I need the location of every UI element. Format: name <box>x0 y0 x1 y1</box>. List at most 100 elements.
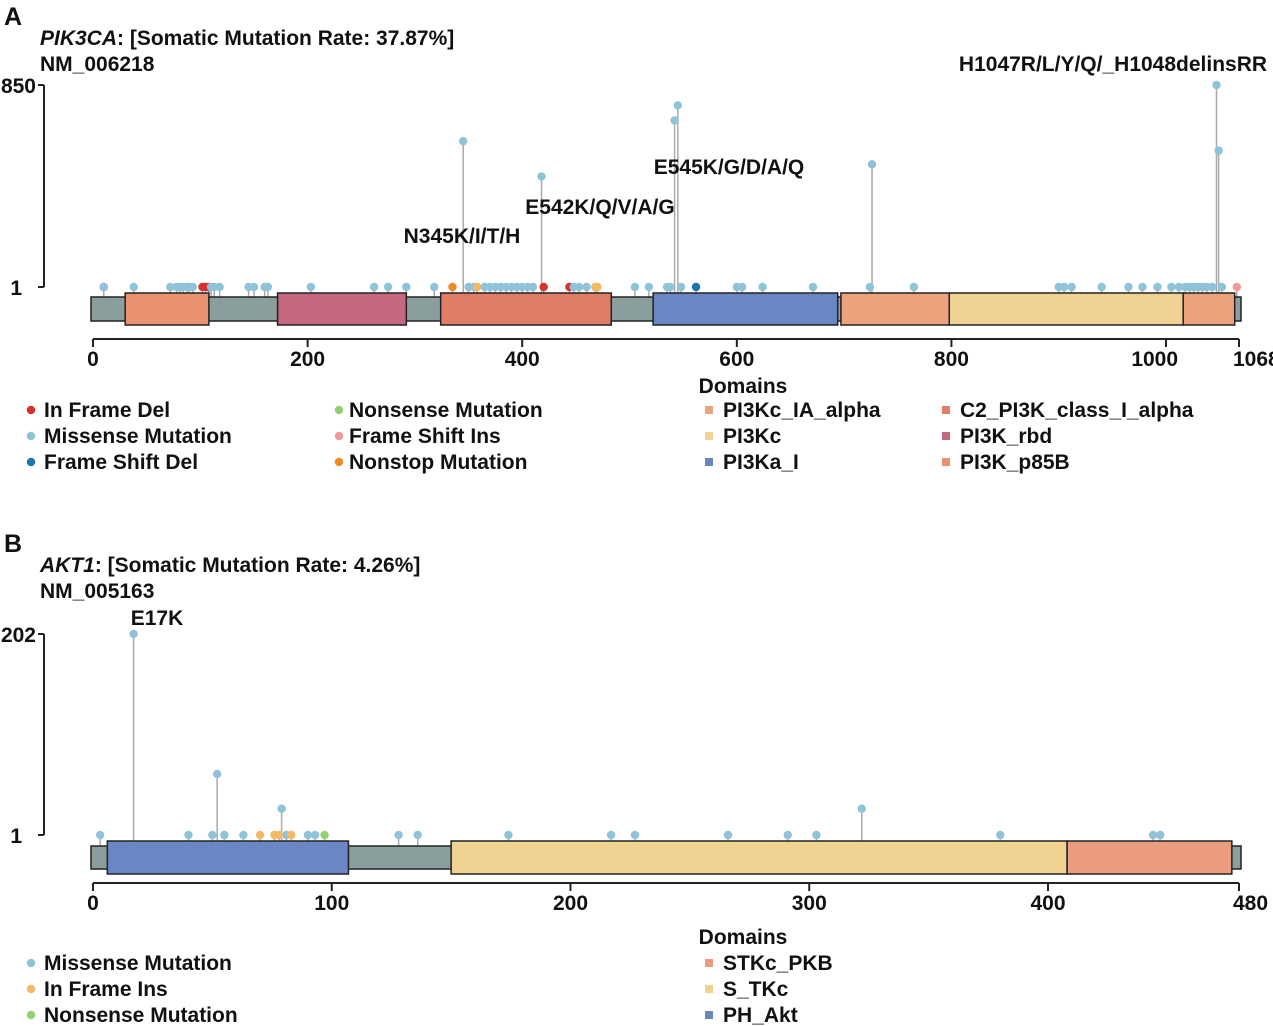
mutation-point-missense <box>263 282 273 292</box>
legend-marker-missense <box>26 431 36 441</box>
panel-b-plot: 202 1 0 100 200 300 400 480 E17K <box>1 607 1268 915</box>
mutation-point-missense <box>1217 282 1227 292</box>
domain-ph-akt <box>106 840 350 875</box>
panel-a-title: PIK3CA: [Somatic Mutation Rate: 37.87%] <box>40 27 454 50</box>
hotspot-annotation: E542K/Q/V/A/G <box>525 196 674 219</box>
mutation-points <box>99 80 1242 292</box>
mutation-point-frame-shift-del <box>691 282 701 292</box>
mutation-point-missense <box>582 282 591 292</box>
legend-label-nonsense: Nonsense Mutation <box>349 399 543 422</box>
domain-pi3k-rbd <box>276 292 408 326</box>
legend-label-nonstop: Nonstop Mutation <box>349 451 527 474</box>
mutation-point-in-frame-ins <box>275 830 284 840</box>
mutation-point-missense <box>865 282 875 292</box>
y-tick-label-min: 1 <box>10 825 22 848</box>
y-tick-label-min: 1 <box>10 277 22 300</box>
hotspot-annotation: N345K/I/T/H <box>404 225 521 248</box>
mutation-point-in-frame-ins <box>593 282 602 292</box>
mutation-point-missense <box>1097 282 1106 292</box>
mutation-point-missense <box>630 830 640 840</box>
mutation-point-missense <box>737 282 747 292</box>
mutation-point-in-frame-ins <box>255 830 265 840</box>
legend-label-frame-shift-ins: Frame Shift Ins <box>349 425 501 448</box>
mutation-point-missense <box>1067 282 1076 292</box>
mutation-point-missense <box>996 830 1005 840</box>
mutation-point-missense <box>413 830 422 840</box>
mutation-point-missense <box>129 629 138 639</box>
legend-domains-title: Domains <box>699 926 788 949</box>
mutation-point-missense <box>808 282 818 292</box>
mutation-point-frame-shift-ins <box>1232 282 1242 292</box>
legend-marker-frame-shift-ins <box>334 431 344 441</box>
mutation-point-missense <box>249 282 259 292</box>
mutation-point-missense <box>277 804 286 813</box>
domain-pi3kc-ia-alpha <box>1182 292 1236 326</box>
x-tick-label: 1068 <box>1233 348 1273 371</box>
mutation-point-missense <box>369 282 379 292</box>
x-tick-label: 300 <box>792 892 827 915</box>
mutation-point-missense <box>666 282 675 292</box>
mutation-point-missense <box>1148 830 1158 840</box>
mutation-point-missense <box>306 282 316 292</box>
mutation-point-missense <box>383 282 393 292</box>
mutation-point-missense <box>430 282 439 292</box>
legend-domain-pi3kc-ia-alpha: PI3Kc_IA_alpha <box>723 399 881 422</box>
panel-a-letter: A <box>4 3 22 31</box>
hotspot-annotation: E545K/G/D/A/Q <box>654 156 805 179</box>
domain-pi3k-p85b <box>124 292 210 326</box>
x-tick-label: 480 <box>1233 892 1268 915</box>
mutation-point-missense <box>215 282 224 292</box>
mutation-point-missense <box>812 830 821 840</box>
legend-domain-c2-pi3k-class-i-alpha: C2_PI3K_class_I_alpha <box>960 399 1194 422</box>
panel-a-transcript: NM_006218 <box>40 53 155 76</box>
legend-swatch-s-tkc <box>705 985 713 993</box>
mutation-point-missense <box>239 830 248 840</box>
hotspot-annotation: E17K <box>131 607 184 630</box>
mutation-point-missense <box>95 830 105 840</box>
mutation-point-missense <box>458 137 468 146</box>
mutation-point-missense <box>1207 282 1217 292</box>
mutation-point-missense <box>574 282 584 292</box>
mutation-point-missense <box>1212 80 1221 90</box>
mutation-point-in-frame-ins <box>286 830 296 840</box>
panel-a-mutation-rate: : [Somatic Mutation Rate: 37.87%] <box>117 27 454 50</box>
panel-a: A PIK3CA: [Somatic Mutation Rate: 37.87%… <box>1 3 1273 474</box>
mutation-point-missense <box>528 282 538 292</box>
mutation-point-missense <box>402 282 411 292</box>
x-tick-label: 0 <box>87 348 99 371</box>
mutation-point-missense <box>184 830 193 840</box>
x-tick-label: 800 <box>934 348 969 371</box>
panel-b-mutation-rate: : [Somatic Mutation Rate: 4.26%] <box>95 554 421 577</box>
domain-pi3ka-i <box>652 292 839 326</box>
legend-swatch-pi3k-p85b <box>942 458 950 466</box>
mutation-stems <box>102 85 1238 297</box>
panel-a-gene: PIK3CA <box>40 27 117 50</box>
mutation-point-missense <box>129 282 138 292</box>
mutation-point-missense <box>1174 282 1184 292</box>
mutation-point-missense <box>504 830 513 840</box>
mutation-point-missense <box>630 282 640 292</box>
x-tick-label: 200 <box>553 892 588 915</box>
mutation-point-missense <box>310 830 320 840</box>
mutation-point-in-frame-ins <box>472 282 482 292</box>
mutation-point-missense <box>303 830 313 840</box>
mutation-point-missense <box>909 282 919 292</box>
legend-swatch-pi3ka-i <box>705 458 713 466</box>
x-tick-label: 600 <box>719 348 754 371</box>
mutation-point-missense <box>867 160 877 169</box>
legend-label-in-frame-del: In Frame Del <box>44 399 170 422</box>
mutation-point-nonstop <box>448 282 457 292</box>
mutation-point-missense <box>670 116 679 125</box>
mutation-point-missense <box>758 282 767 292</box>
domain-pi3kc <box>948 292 1184 326</box>
legend-label-nonsense: Nonsense Mutation <box>44 1004 238 1026</box>
legend-marker-frame-shift-del <box>26 457 36 467</box>
mutation-point-missense <box>606 830 616 840</box>
legend-domain-pi3k-rbd: PI3K_rbd <box>960 425 1052 448</box>
x-tick-label: 400 <box>505 348 540 371</box>
mutation-point-nonsense <box>320 830 329 840</box>
hotspot-annotation: H1047R/L/Y/Q/_H1048delinsRR <box>959 53 1267 76</box>
y-tick-label-max: 850 <box>1 75 36 98</box>
legend-label-missense: Missense Mutation <box>44 425 232 448</box>
x-tick-label: 1000 <box>1131 348 1178 371</box>
